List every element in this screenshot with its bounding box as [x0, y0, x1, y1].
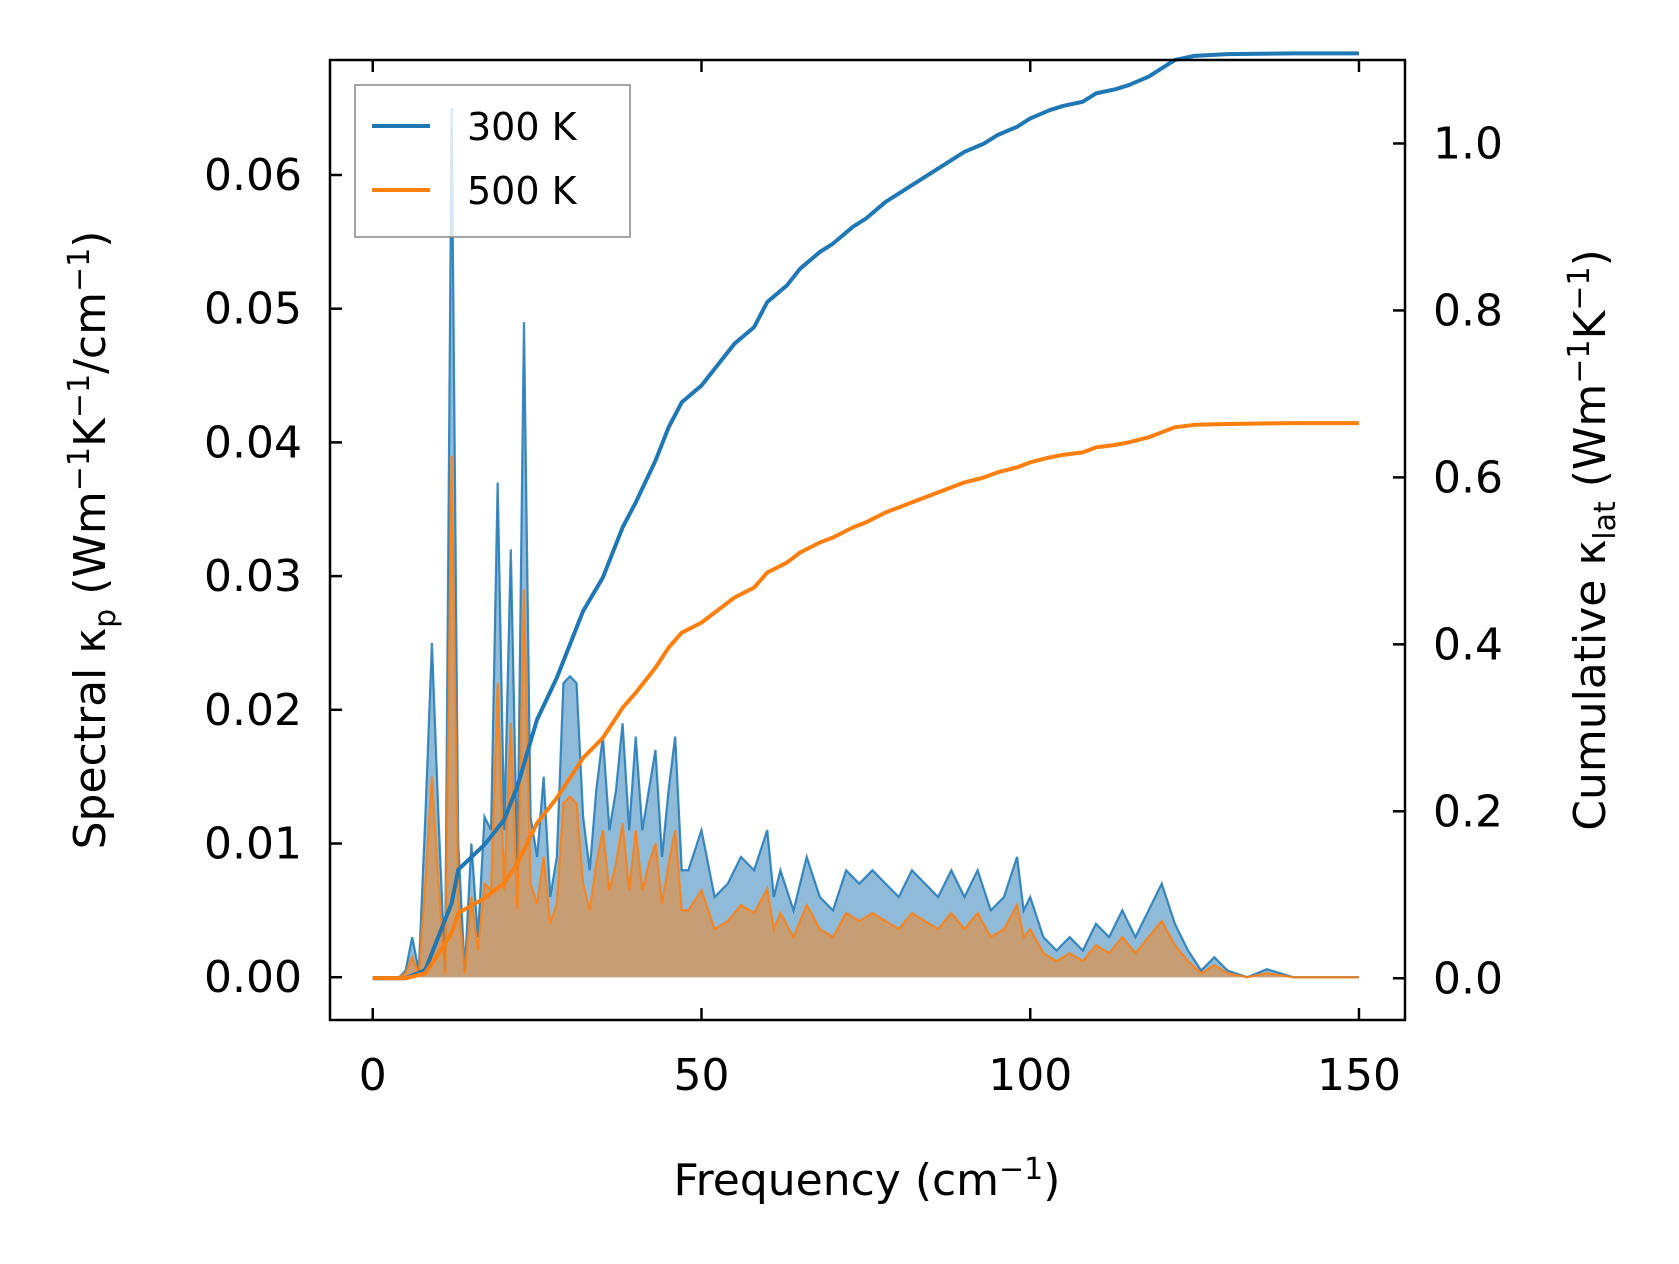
axes-frame [328, 58, 1407, 1022]
y-tick-label-left: 0.06 [204, 150, 302, 201]
ticks-layer: 0 50 100 150 0.00 0.01 0.02 0.03 0.04 0.05 0.06 0.0… [204, 60, 1503, 1101]
spectral-line-300k [372, 108, 1359, 979]
y-tick-label-right: 0.2 [1433, 786, 1503, 837]
legend-label-500k: 500 K [467, 169, 578, 213]
y-tick-label-right: 0.8 [1433, 285, 1503, 336]
x-tick-label: 50 [673, 1050, 729, 1101]
y-tick-label-right: 0.4 [1433, 619, 1503, 670]
spectral-line-500k [372, 455, 1359, 979]
legend-box [354, 84, 631, 238]
x-tick-label: 100 [988, 1050, 1072, 1101]
cumulative-line-300k [372, 51, 1359, 981]
y-tick-label-right: 1.0 [1433, 118, 1503, 169]
y-tick-label-left: 0.02 [204, 685, 302, 736]
cumulative-line-500k [372, 421, 1359, 981]
y-tick-label-left: 0.03 [204, 551, 302, 602]
y-tick-label-right: 0.6 [1433, 452, 1503, 503]
y-tick-label-left: 0.05 [204, 284, 302, 335]
y-axis-left-title: Spectral κp (Wm−1K−1/cm−1) [62, 231, 123, 850]
x-tick-label: 150 [1317, 1050, 1401, 1101]
legend: 300 K 500 K [354, 84, 631, 238]
y-tick-label-left: 0.01 [204, 819, 302, 870]
series-layer [372, 51, 1359, 981]
x-tick-label: 0 [359, 1050, 387, 1101]
legend-label-300k: 300 K [467, 105, 578, 149]
y-axis-right-title: Cumulative κlat (Wm−1K−1) [1562, 249, 1623, 831]
y-tick-label-left: 0.00 [204, 952, 302, 1003]
y-tick-label-right: 0.0 [1433, 953, 1503, 1004]
x-axis-title: Frequency (cm−1) [674, 1152, 1061, 1206]
y-tick-label-left: 0.04 [204, 417, 302, 468]
